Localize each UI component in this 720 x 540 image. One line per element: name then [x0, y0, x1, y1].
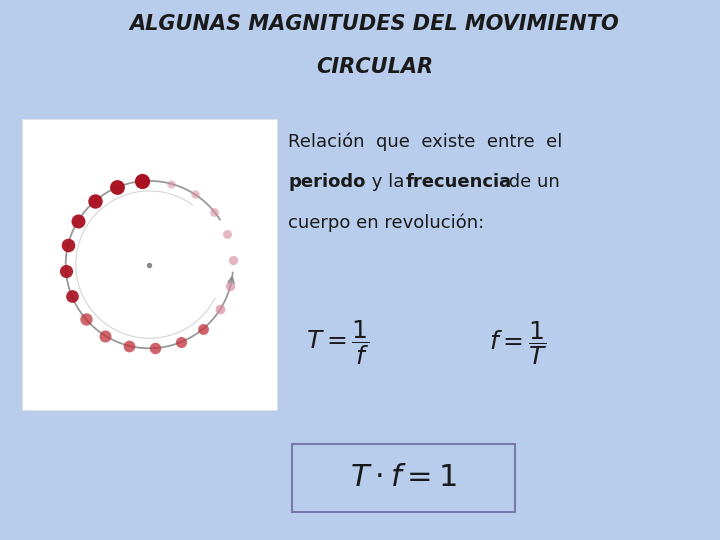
Point — [197, 325, 209, 333]
Text: Relación  que  existe  entre  el: Relación que existe entre el — [288, 132, 562, 151]
Text: y la: y la — [366, 173, 410, 191]
Point — [215, 305, 226, 314]
Text: cuerpo en revolución:: cuerpo en revolución: — [288, 213, 485, 232]
Point — [66, 292, 78, 301]
Point — [189, 190, 201, 199]
Point — [123, 341, 135, 350]
Point — [72, 217, 84, 225]
Point — [175, 338, 186, 347]
FancyBboxPatch shape — [22, 119, 277, 410]
Text: de un: de un — [503, 173, 559, 191]
Point — [60, 267, 72, 275]
Point — [225, 281, 236, 290]
Text: frecuencia: frecuencia — [405, 173, 511, 191]
Point — [222, 230, 233, 239]
Text: $f = \dfrac{1}{T}$: $f = \dfrac{1}{T}$ — [489, 319, 548, 367]
Point — [209, 207, 220, 216]
Point — [136, 177, 148, 186]
Point — [228, 255, 239, 264]
FancyBboxPatch shape — [292, 444, 515, 512]
Point — [99, 332, 111, 340]
Text: CIRCULAR: CIRCULAR — [316, 57, 433, 77]
Point — [80, 314, 91, 323]
Point — [150, 344, 161, 353]
Text: periodo: periodo — [288, 173, 365, 191]
Text: ALGUNAS MAGNITUDES DEL MOVIMIENTO: ALGUNAS MAGNITUDES DEL MOVIMIENTO — [130, 14, 619, 33]
Point — [166, 179, 177, 188]
Text: $T = \dfrac{1}{f}$: $T = \dfrac{1}{f}$ — [307, 319, 370, 367]
Point — [89, 197, 101, 206]
Point — [144, 260, 156, 269]
Text: $T \cdot f = 1$: $T \cdot f = 1$ — [350, 463, 456, 492]
Point — [111, 183, 122, 192]
Point — [62, 241, 73, 249]
